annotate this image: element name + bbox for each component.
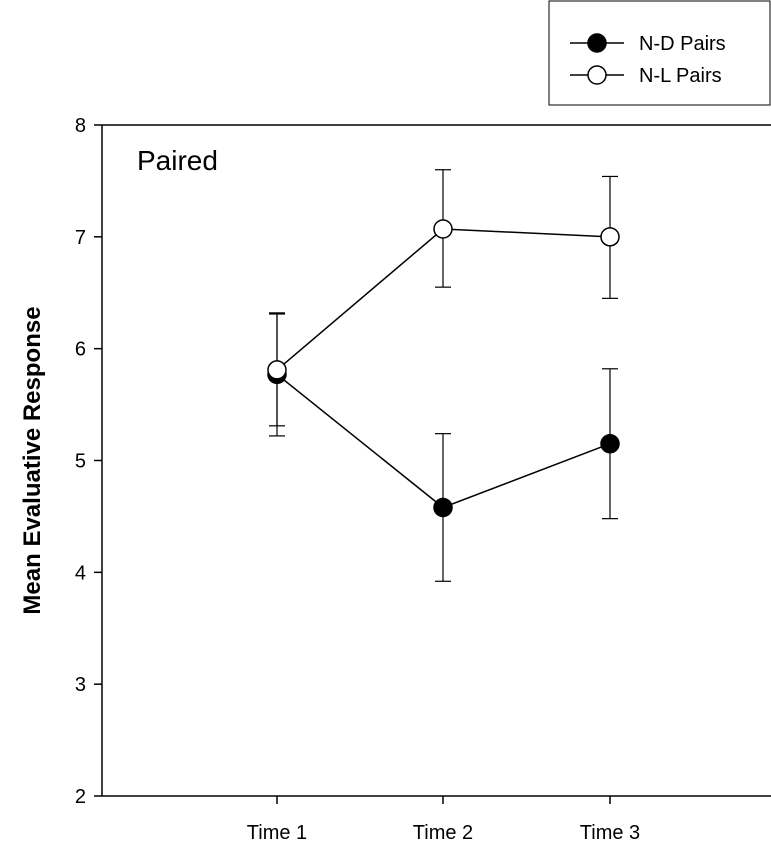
- series-errorbars-0: [269, 313, 618, 582]
- y-axis-label: Mean Evaluative Response: [19, 306, 46, 614]
- legend-box: [548, 0, 771, 106]
- y-tick-label: 2: [75, 786, 86, 808]
- data-point: [433, 497, 453, 518]
- legend: N-D Pairs N-L Pairs: [548, 0, 771, 106]
- y-tick-label: 5: [75, 451, 86, 473]
- data-point: [433, 219, 453, 239]
- legend-marker: [587, 33, 607, 53]
- legend-marker: [587, 65, 607, 85]
- y-tick-label: 7: [75, 227, 86, 249]
- x-tick-label: Time 3: [580, 822, 640, 844]
- data-point: [600, 227, 620, 247]
- x-tick-label: Time 1: [247, 822, 307, 844]
- legend-label: N-D Pairs: [639, 33, 726, 55]
- y-tick-label: 3: [75, 674, 86, 696]
- data-point: [600, 433, 620, 454]
- panel-label: Paired: [137, 145, 218, 176]
- series-errorbars-1: [269, 169, 618, 427]
- y-ticks: 2 3 4 5 6 7 8: [75, 115, 102, 808]
- y-tick-label: 4: [75, 562, 86, 584]
- y-tick-label: 6: [75, 339, 86, 361]
- x-ticks: Time 1 Time 2 Time 3: [247, 796, 640, 844]
- data-point: [267, 360, 287, 380]
- y-tick-label: 8: [75, 115, 86, 137]
- x-tick-label: Time 2: [413, 822, 473, 844]
- series-layer: [267, 169, 620, 582]
- legend-label: N-L Pairs: [639, 65, 722, 87]
